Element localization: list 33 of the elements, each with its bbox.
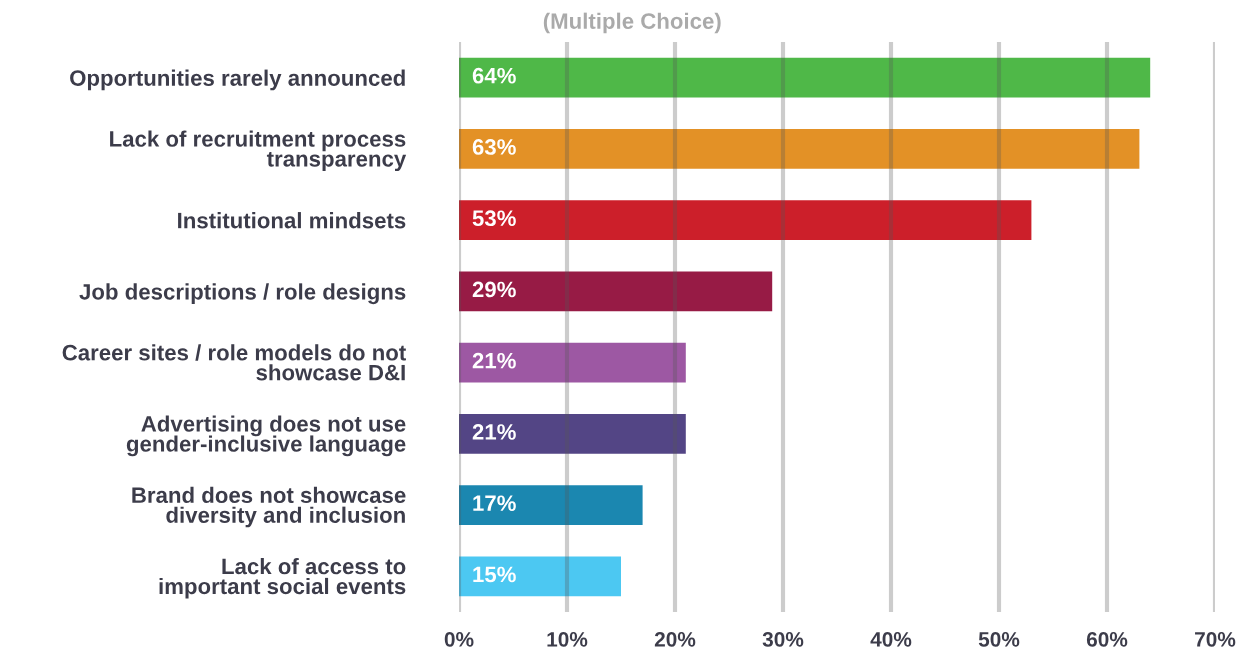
- y-tick-label: Advertising does not use gender-inclusive language: [126, 415, 406, 457]
- bar: [459, 413, 686, 454]
- x-tick-label: 10%: [547, 631, 588, 647]
- bar: [459, 556, 621, 597]
- x-tick-label: 40%: [870, 631, 912, 647]
- y-tick-label: Lack of recruitment process transparency: [110, 130, 407, 172]
- bar: [459, 57, 1151, 98]
- y-tick-label: Lack of access to important social events: [159, 557, 406, 599]
- x-tick-label: 50%: [978, 631, 1020, 647]
- bar: [459, 200, 1032, 241]
- y-tick-label: Brand does not showcase diversity and inclusion: [132, 486, 406, 528]
- data-label: 15%: [473, 566, 516, 583]
- x-tick-label: 30%: [762, 631, 804, 647]
- data-label: 21%: [472, 352, 516, 369]
- x-tick-label: 60%: [1086, 631, 1128, 647]
- bar: [459, 128, 1140, 169]
- bar: [459, 271, 773, 312]
- y-tick-label: Career sites / role models do not showcase D&I: [62, 344, 406, 381]
- bar: [459, 342, 686, 383]
- x-tick-label: 70%: [1195, 631, 1236, 647]
- data-label: 21%: [472, 424, 516, 440]
- chart-title: (Multiple Choice): [543, 12, 721, 34]
- data-label: 17%: [473, 495, 516, 512]
- x-tick-label: 0%: [444, 631, 474, 647]
- y-tick-label: Institutional mindsets: [178, 212, 406, 229]
- data-label: 53%: [472, 210, 516, 227]
- y-tick-label: Opportunities rarely announced: [70, 69, 405, 91]
- data-label: 64%: [472, 67, 516, 84]
- data-label: 29%: [472, 281, 516, 298]
- x-tick-label: 20%: [654, 631, 696, 647]
- data-label: 63%: [472, 139, 516, 155]
- y-tick-label: Job descriptions / role designs: [79, 283, 406, 305]
- bar: [459, 485, 643, 526]
